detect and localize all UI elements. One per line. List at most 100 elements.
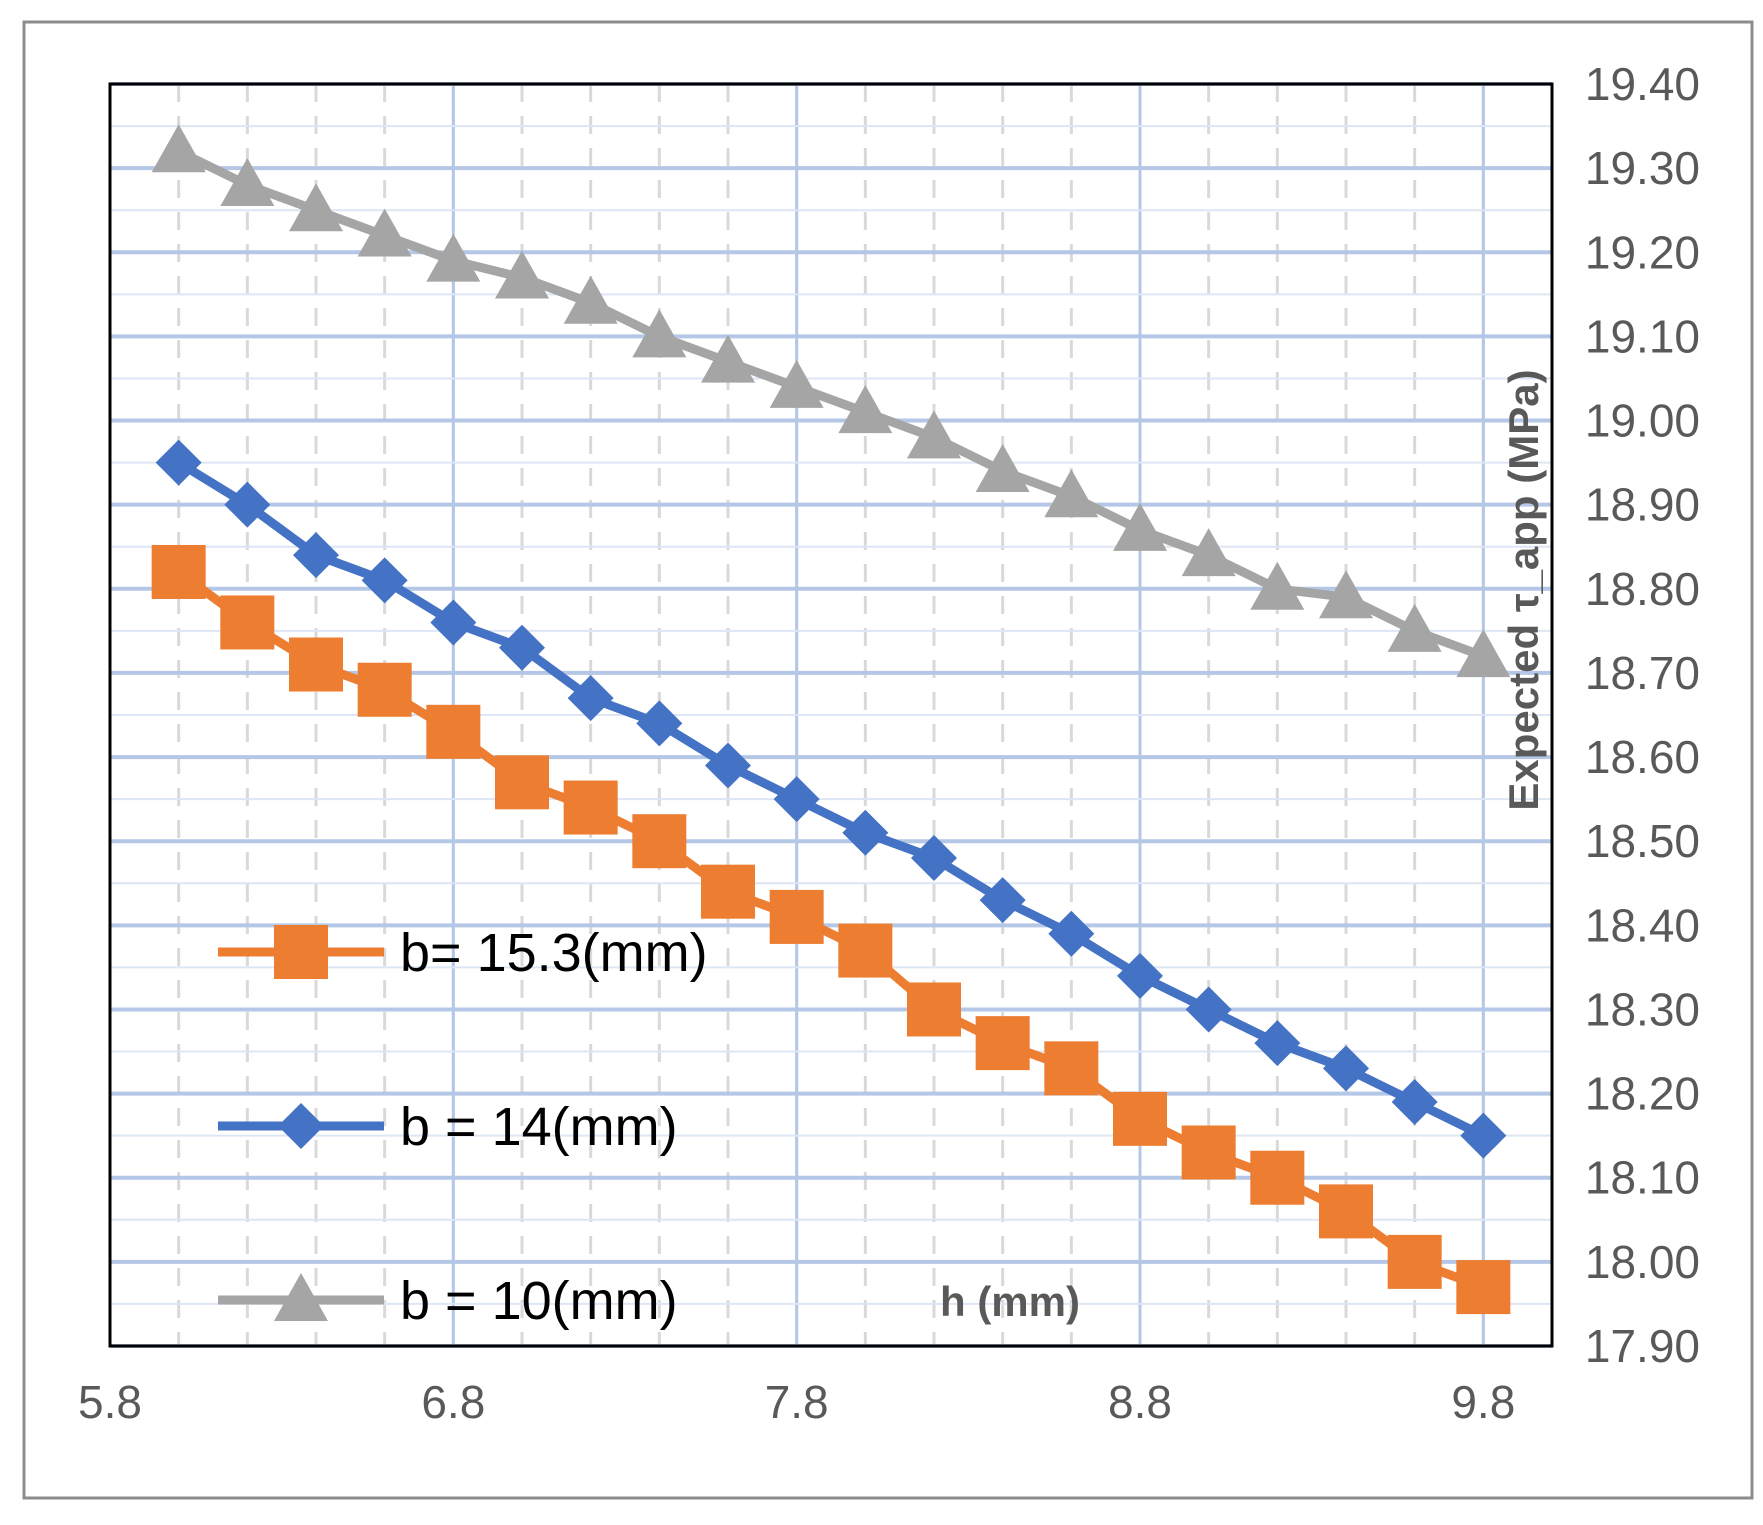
data-point [975, 1016, 1030, 1071]
x-tick-label: 6.8 [421, 1376, 485, 1428]
data-point [769, 359, 824, 408]
data-point [289, 637, 343, 692]
data-point [1113, 502, 1167, 551]
legend-label: b = 10(mm) [400, 1271, 678, 1331]
data-point [1044, 1041, 1099, 1096]
data-point [361, 557, 408, 604]
legend-item: b = 10(mm) [218, 1271, 678, 1331]
data-point [430, 599, 477, 646]
x-tick-labels: 5.8 6.8 7.8 8.8 9.8 [78, 1376, 1515, 1428]
series-diamond [155, 439, 1507, 1159]
data-point [1391, 1079, 1438, 1126]
data-point [632, 814, 687, 869]
data-point [357, 208, 412, 257]
data-point [563, 780, 618, 835]
y-tick-label: 18.40 [1585, 899, 1700, 951]
y-tick-label: 18.50 [1585, 815, 1700, 867]
legend-marker [274, 925, 328, 979]
series-layer [151, 124, 1511, 1315]
data-point [495, 755, 549, 810]
data-point [289, 183, 343, 232]
legend-marker [278, 1103, 324, 1149]
y-tick-label: 19.00 [1585, 395, 1700, 447]
x-tick-label: 5.8 [78, 1376, 142, 1428]
data-point [636, 700, 683, 747]
x-tick-label: 9.8 [1451, 1376, 1515, 1428]
legend-marker [274, 1273, 328, 1321]
data-point [1323, 1045, 1369, 1092]
y-tick-label: 17.90 [1585, 1320, 1700, 1372]
y-tick-label: 18.80 [1585, 563, 1700, 615]
data-point [1181, 1125, 1236, 1180]
y-tick-label: 19.10 [1585, 310, 1700, 362]
data-point [1250, 561, 1305, 610]
data-point [1250, 1150, 1305, 1205]
data-point [426, 233, 481, 282]
data-point [975, 444, 1030, 493]
x-axis-title: h (mm) [940, 1278, 1080, 1325]
data-point [842, 809, 889, 856]
data-point [495, 250, 549, 299]
x-tick-label: 8.8 [1108, 1376, 1172, 1428]
data-point [1254, 1020, 1301, 1067]
data-point [220, 595, 275, 650]
legend: b= 15.3(mm) b = 14(mm) b = 10(mm) [218, 923, 708, 1331]
data-point [357, 662, 412, 717]
data-point [1044, 469, 1099, 518]
legend-label: b= 15.3(mm) [400, 923, 708, 983]
data-point [567, 675, 614, 722]
data-point [1181, 528, 1236, 577]
legend-item: b = 14(mm) [218, 1097, 678, 1157]
y-tick-label: 18.30 [1585, 983, 1700, 1035]
data-point [705, 742, 751, 789]
data-point [1319, 570, 1373, 619]
data-point [701, 334, 755, 383]
y-tick-label: 18.90 [1585, 479, 1700, 531]
data-point [769, 889, 824, 944]
x-tick-label: 7.8 [765, 1376, 829, 1428]
data-point [907, 410, 961, 459]
data-point [151, 544, 206, 599]
data-point [293, 532, 339, 579]
data-point [426, 704, 481, 759]
data-point [1319, 1184, 1373, 1239]
series-square [151, 544, 1511, 1315]
horizontal-gridlines [110, 82, 1552, 1348]
data-point [911, 835, 957, 882]
data-point [1117, 952, 1163, 999]
series-triangle [151, 124, 1511, 678]
plot-area-border [108, 82, 1554, 1348]
y-tick-label: 19.30 [1585, 142, 1700, 194]
data-point [563, 275, 618, 324]
y-tick-label: 18.20 [1585, 1068, 1700, 1120]
data-point [773, 776, 820, 823]
data-point [1048, 910, 1095, 957]
y-tick-labels: 17.90 18.00 18.10 18.20 18.30 18.40 18.50 18.60… [1585, 58, 1700, 1372]
data-point [1387, 1234, 1442, 1289]
data-point [838, 923, 893, 978]
y-tick-label: 19.40 [1585, 58, 1700, 110]
y-tick-label: 18.60 [1585, 731, 1700, 783]
y-tick-label: 18.10 [1585, 1152, 1700, 1204]
data-point [220, 157, 275, 206]
y-axis-title: Expected τ_app (MPa) [1500, 369, 1547, 810]
y-tick-label: 18.00 [1585, 1236, 1700, 1288]
data-point [701, 864, 755, 919]
y-tick-label: 19.20 [1585, 226, 1700, 278]
data-point [1185, 986, 1232, 1033]
legend-item: b= 15.3(mm) [218, 923, 708, 983]
data-point [838, 385, 893, 434]
legend-label: b = 14(mm) [400, 1097, 678, 1157]
data-point [1460, 1112, 1507, 1159]
data-point [224, 481, 271, 528]
y-tick-label: 18.70 [1585, 647, 1700, 699]
data-point [1113, 1091, 1167, 1146]
data-point [1456, 1260, 1511, 1315]
data-point [907, 982, 961, 1037]
data-point [499, 624, 545, 671]
data-point [155, 439, 202, 486]
data-point [1387, 603, 1442, 652]
data-point [632, 309, 687, 358]
data-point [1456, 629, 1511, 678]
